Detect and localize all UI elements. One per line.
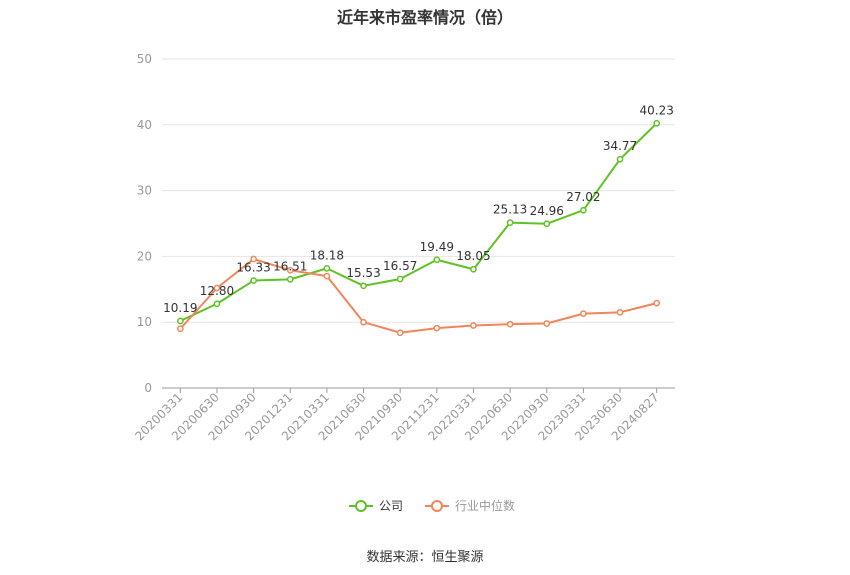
industry-median-data-point	[250, 255, 257, 263]
industry-median-data-point	[580, 310, 587, 317]
y-tick-label: 30	[137, 184, 152, 198]
data-label: 12.80	[200, 284, 234, 298]
data-label: 40.23	[639, 103, 673, 117]
company-data-point	[396, 275, 404, 283]
industry-median-data-point	[176, 325, 184, 333]
data-label: 16.57	[383, 259, 417, 273]
company-data-point	[250, 277, 257, 284]
legend-swatch-marker	[431, 500, 443, 512]
data-label: 15.53	[346, 266, 380, 280]
legend-item-industry-median: 行业中位数	[425, 498, 515, 513]
industry-median-data-point	[653, 299, 661, 307]
industry-median-data-point	[396, 329, 404, 337]
industry-median-data-point	[360, 318, 367, 326]
legend-label: 行业中位数	[455, 498, 515, 513]
data-label: 19.49	[420, 240, 454, 254]
company-data-point	[580, 206, 587, 214]
legend-label: 公司	[379, 499, 403, 513]
company-series-line	[179, 122, 658, 322]
data-label: 16.51	[273, 259, 307, 273]
grid-lines	[162, 58, 675, 323]
company-data-point	[176, 317, 184, 325]
data-label: 18.18	[310, 248, 344, 262]
legend: 公司 行业中位数	[349, 498, 515, 513]
industry-median-data-point	[506, 320, 514, 328]
series-lines	[176, 119, 661, 337]
industry-median-series-line	[179, 258, 657, 334]
industry-median-data-point	[323, 272, 331, 280]
data-label: 25.13	[493, 203, 527, 217]
y-tick-label: 40	[137, 118, 152, 132]
legend-item-company: 公司	[349, 499, 403, 513]
data-label: 10.19	[163, 301, 197, 315]
company-data-point	[506, 219, 514, 226]
company-data-point	[433, 256, 441, 264]
y-tick-label: 50	[137, 52, 152, 66]
y-tick-label: 20	[137, 249, 152, 263]
industry-median-data-point	[286, 266, 294, 274]
company-data-point	[213, 300, 221, 308]
data-label: 16.33	[236, 261, 270, 275]
source-note: 数据来源：恒生聚源	[366, 550, 484, 565]
company-data-point	[323, 265, 331, 272]
company-data-point	[360, 282, 367, 290]
company-data-point	[286, 276, 294, 283]
data-label: 27.02	[566, 190, 600, 204]
axes: 0102030405020200331202006302020093020201…	[132, 52, 675, 443]
company-data-point	[470, 265, 477, 273]
industry-median-data-point	[616, 308, 624, 316]
legend-swatch-marker	[355, 500, 367, 512]
company-data-point	[543, 220, 551, 228]
y-tick-label: 10	[137, 315, 152, 329]
company-data-point	[616, 155, 624, 163]
data-label: 18.05	[456, 249, 490, 263]
industry-median-data-point	[433, 324, 441, 332]
chart-title: 近年来市盈率情况（倍）	[336, 8, 513, 27]
industry-median-data-point	[213, 284, 221, 292]
industry-median-data-point	[470, 322, 477, 329]
y-tick-label: 0	[144, 381, 152, 395]
industry-median-data-point	[543, 320, 551, 327]
data-label: 34.77	[603, 139, 637, 153]
company-data-point	[653, 119, 661, 127]
data-label: 24.96	[530, 204, 564, 218]
